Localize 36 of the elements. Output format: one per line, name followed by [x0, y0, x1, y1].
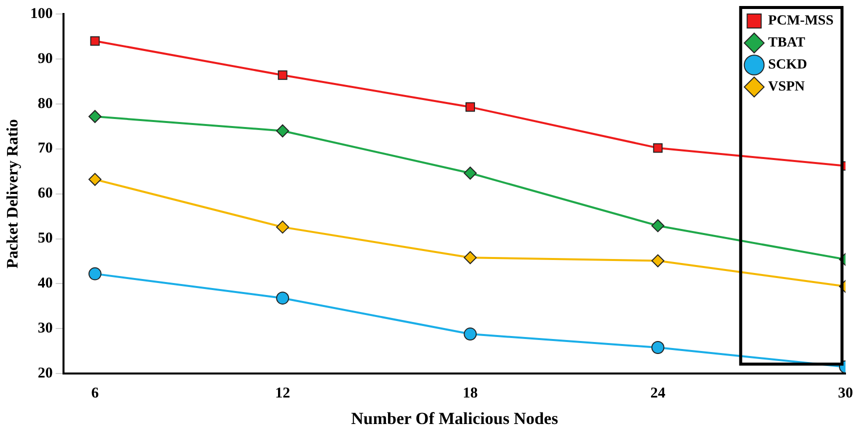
y-tick-label: 100: [30, 6, 53, 22]
y-tick-label: 20: [38, 365, 53, 382]
x-axis-title: Number Of Malicious Nodes: [351, 409, 558, 428]
point: [276, 220, 290, 234]
point: [88, 172, 102, 186]
point: [464, 328, 477, 341]
y-tick-label: 80: [38, 96, 53, 112]
x-tick-label: 12: [275, 385, 290, 402]
point: [465, 102, 475, 112]
point: [276, 292, 290, 305]
x-tick-label: 24: [650, 385, 666, 402]
y-tick-label: 90: [38, 50, 53, 67]
legend-label: SCKD: [768, 58, 808, 73]
x-tick-label: 18: [462, 385, 478, 402]
point: [651, 254, 664, 268]
legend-label: TBAT: [768, 36, 806, 51]
point: [464, 166, 477, 180]
y-tick-label: 40: [38, 276, 53, 292]
y-tick-label: 60: [38, 186, 53, 202]
point: [88, 110, 102, 123]
y-tick-label: 30: [38, 320, 53, 337]
point: [276, 124, 290, 138]
point: [651, 219, 664, 232]
y-axis-title: Packet Delivery Ratio: [4, 119, 22, 268]
point: [653, 143, 663, 153]
x-tick-label: 30: [838, 385, 853, 402]
x-tick-label: 6: [91, 385, 100, 402]
point: [464, 251, 477, 264]
point: [278, 70, 288, 80]
point: [88, 267, 102, 280]
point: [90, 36, 100, 46]
legend-label: VSPN: [768, 80, 805, 95]
y-tick-label: 50: [38, 230, 53, 247]
y-tick-label: 70: [38, 140, 53, 157]
legend-label: PCM-MSS: [768, 14, 834, 29]
point: [651, 341, 664, 354]
